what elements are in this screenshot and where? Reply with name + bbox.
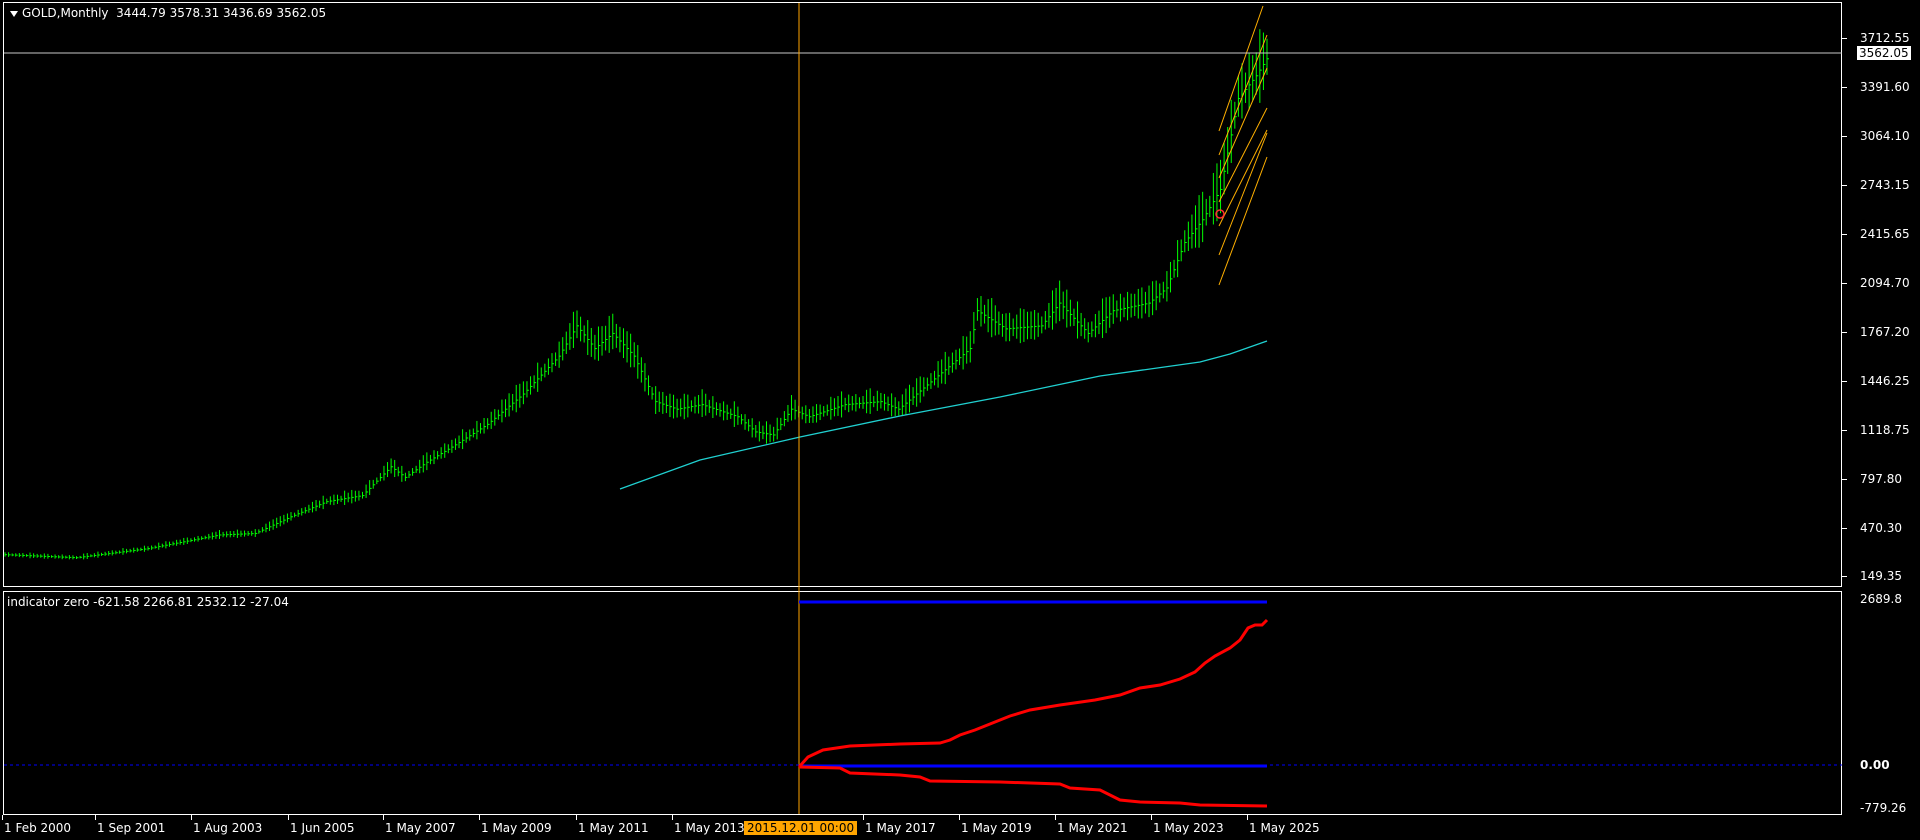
price-axis-tick <box>1842 283 1847 284</box>
price-axis-label: 1767.20 <box>1860 325 1910 339</box>
time-axis-tick <box>1151 815 1152 820</box>
time-axis[interactable]: 1 Feb 2000 1 Sep 2001 1 Aug 2003 1 Jun 2005… <box>0 815 1920 840</box>
time-axis-label: 1 May 2025 <box>1249 821 1320 835</box>
time-axis-label: 1 May 2017 <box>865 821 936 835</box>
time-axis-label: 1 Sep 2001 <box>97 821 166 835</box>
price-axis[interactable]: 3562.05 3712.55 3391.60 3064.10 2743.15 2415… <box>1842 2 1920 587</box>
dropdown-triangle-icon[interactable] <box>10 11 18 17</box>
moving-average-line <box>619 340 1268 490</box>
price-axis-tick <box>1842 136 1847 137</box>
indicator-name: indicator zero <box>7 595 90 609</box>
regression-channel-line <box>1218 34 1268 156</box>
time-axis-label: 1 Aug 2003 <box>193 821 263 835</box>
symbol-label: GOLD,Monthly <box>22 6 109 20</box>
regression-channel-line <box>1218 107 1268 203</box>
price-axis-label: 2415.65 <box>1860 227 1910 241</box>
price-axis-tick <box>1842 381 1847 382</box>
time-axis-label: 1 Jun 2005 <box>290 821 355 835</box>
price-axis-label: 2094.70 <box>1860 276 1910 290</box>
time-axis-tick <box>479 815 480 820</box>
time-axis-tick <box>1247 815 1248 820</box>
price-axis-label: 797.80 <box>1860 472 1902 486</box>
price-axis-label: 3064.10 <box>1860 129 1910 143</box>
time-axis-label: 1 May 2009 <box>481 821 552 835</box>
time-axis-label: 1 May 2019 <box>961 821 1032 835</box>
indicator-axis[interactable]: 2689.8 0.00 -779.26 <box>1842 591 1920 815</box>
time-axis-tick <box>191 815 192 820</box>
price-axis-tick <box>1842 185 1847 186</box>
indicator-pane[interactable]: indicator zero -621.58 2266.81 2532.12 -… <box>3 591 1842 815</box>
time-axis-tick <box>2 815 3 820</box>
regression-channel-line <box>1218 5 1264 132</box>
time-axis-tick <box>863 815 864 820</box>
price-axis-label: 3712.55 <box>1860 31 1910 45</box>
time-axis-label: 1 Feb 2000 <box>4 821 72 835</box>
indicator-falling-line <box>798 765 1268 808</box>
crosshair-time-label: 2015.12.01 00:00 <box>744 821 858 835</box>
indicator-rising-line <box>797 618 1269 769</box>
time-axis-tick <box>959 815 960 820</box>
regression-channel-line <box>1218 132 1268 256</box>
price-axis-tick <box>1842 38 1847 39</box>
time-axis-tick <box>288 815 289 820</box>
time-axis-label: 1 May 2013 <box>674 821 745 835</box>
regression-channel-line <box>1218 129 1268 227</box>
ohlc-label: 3444.79 3578.31 3436.69 3562.05 <box>116 6 327 20</box>
time-axis-label: 1 May 2007 <box>385 821 456 835</box>
time-axis-label: 1 May 2021 <box>1057 821 1128 835</box>
price-axis-tick <box>1842 87 1847 88</box>
time-axis-tick <box>576 815 577 820</box>
price-axis-label: 470.30 <box>1860 521 1902 535</box>
time-axis-tick <box>95 815 96 820</box>
indicator-axis-label: -779.26 <box>1860 801 1907 815</box>
price-axis-label: 1446.25 <box>1860 374 1910 388</box>
price-axis-label: 149.35 <box>1860 569 1902 583</box>
time-axis-label: 1 May 2023 <box>1153 821 1224 835</box>
time-axis-tick <box>672 815 673 820</box>
regression-channel-line <box>1218 67 1268 179</box>
indicator-values: -621.58 2266.81 2532.12 -27.04 <box>93 595 289 609</box>
price-axis-label: 2743.15 <box>1860 178 1910 192</box>
price-axis-label: 3391.60 <box>1860 80 1910 94</box>
price-axis-tick <box>1842 234 1847 235</box>
anchor-point-marker <box>1215 209 1225 219</box>
price-axis-tick <box>1842 528 1847 529</box>
price-axis-tick <box>1842 576 1847 577</box>
regression-channel-line <box>1218 156 1268 286</box>
price-axis-label: 1118.75 <box>1860 423 1910 437</box>
price-chart-pane[interactable]: GOLD,Monthly 3444.79 3578.31 3436.69 356… <box>3 2 1842 587</box>
price-axis-tick <box>1842 332 1847 333</box>
indicator-axis-label: 2689.8 <box>1860 592 1902 606</box>
current-price-box: 3562.05 <box>1857 46 1911 60</box>
price-axis-tick <box>1842 430 1847 431</box>
time-axis-tick <box>1055 815 1056 820</box>
time-axis-label: 1 May 2011 <box>578 821 649 835</box>
price-axis-tick <box>1842 479 1847 480</box>
indicator-axis-label: 0.00 <box>1860 758 1890 772</box>
time-axis-tick <box>383 815 384 820</box>
